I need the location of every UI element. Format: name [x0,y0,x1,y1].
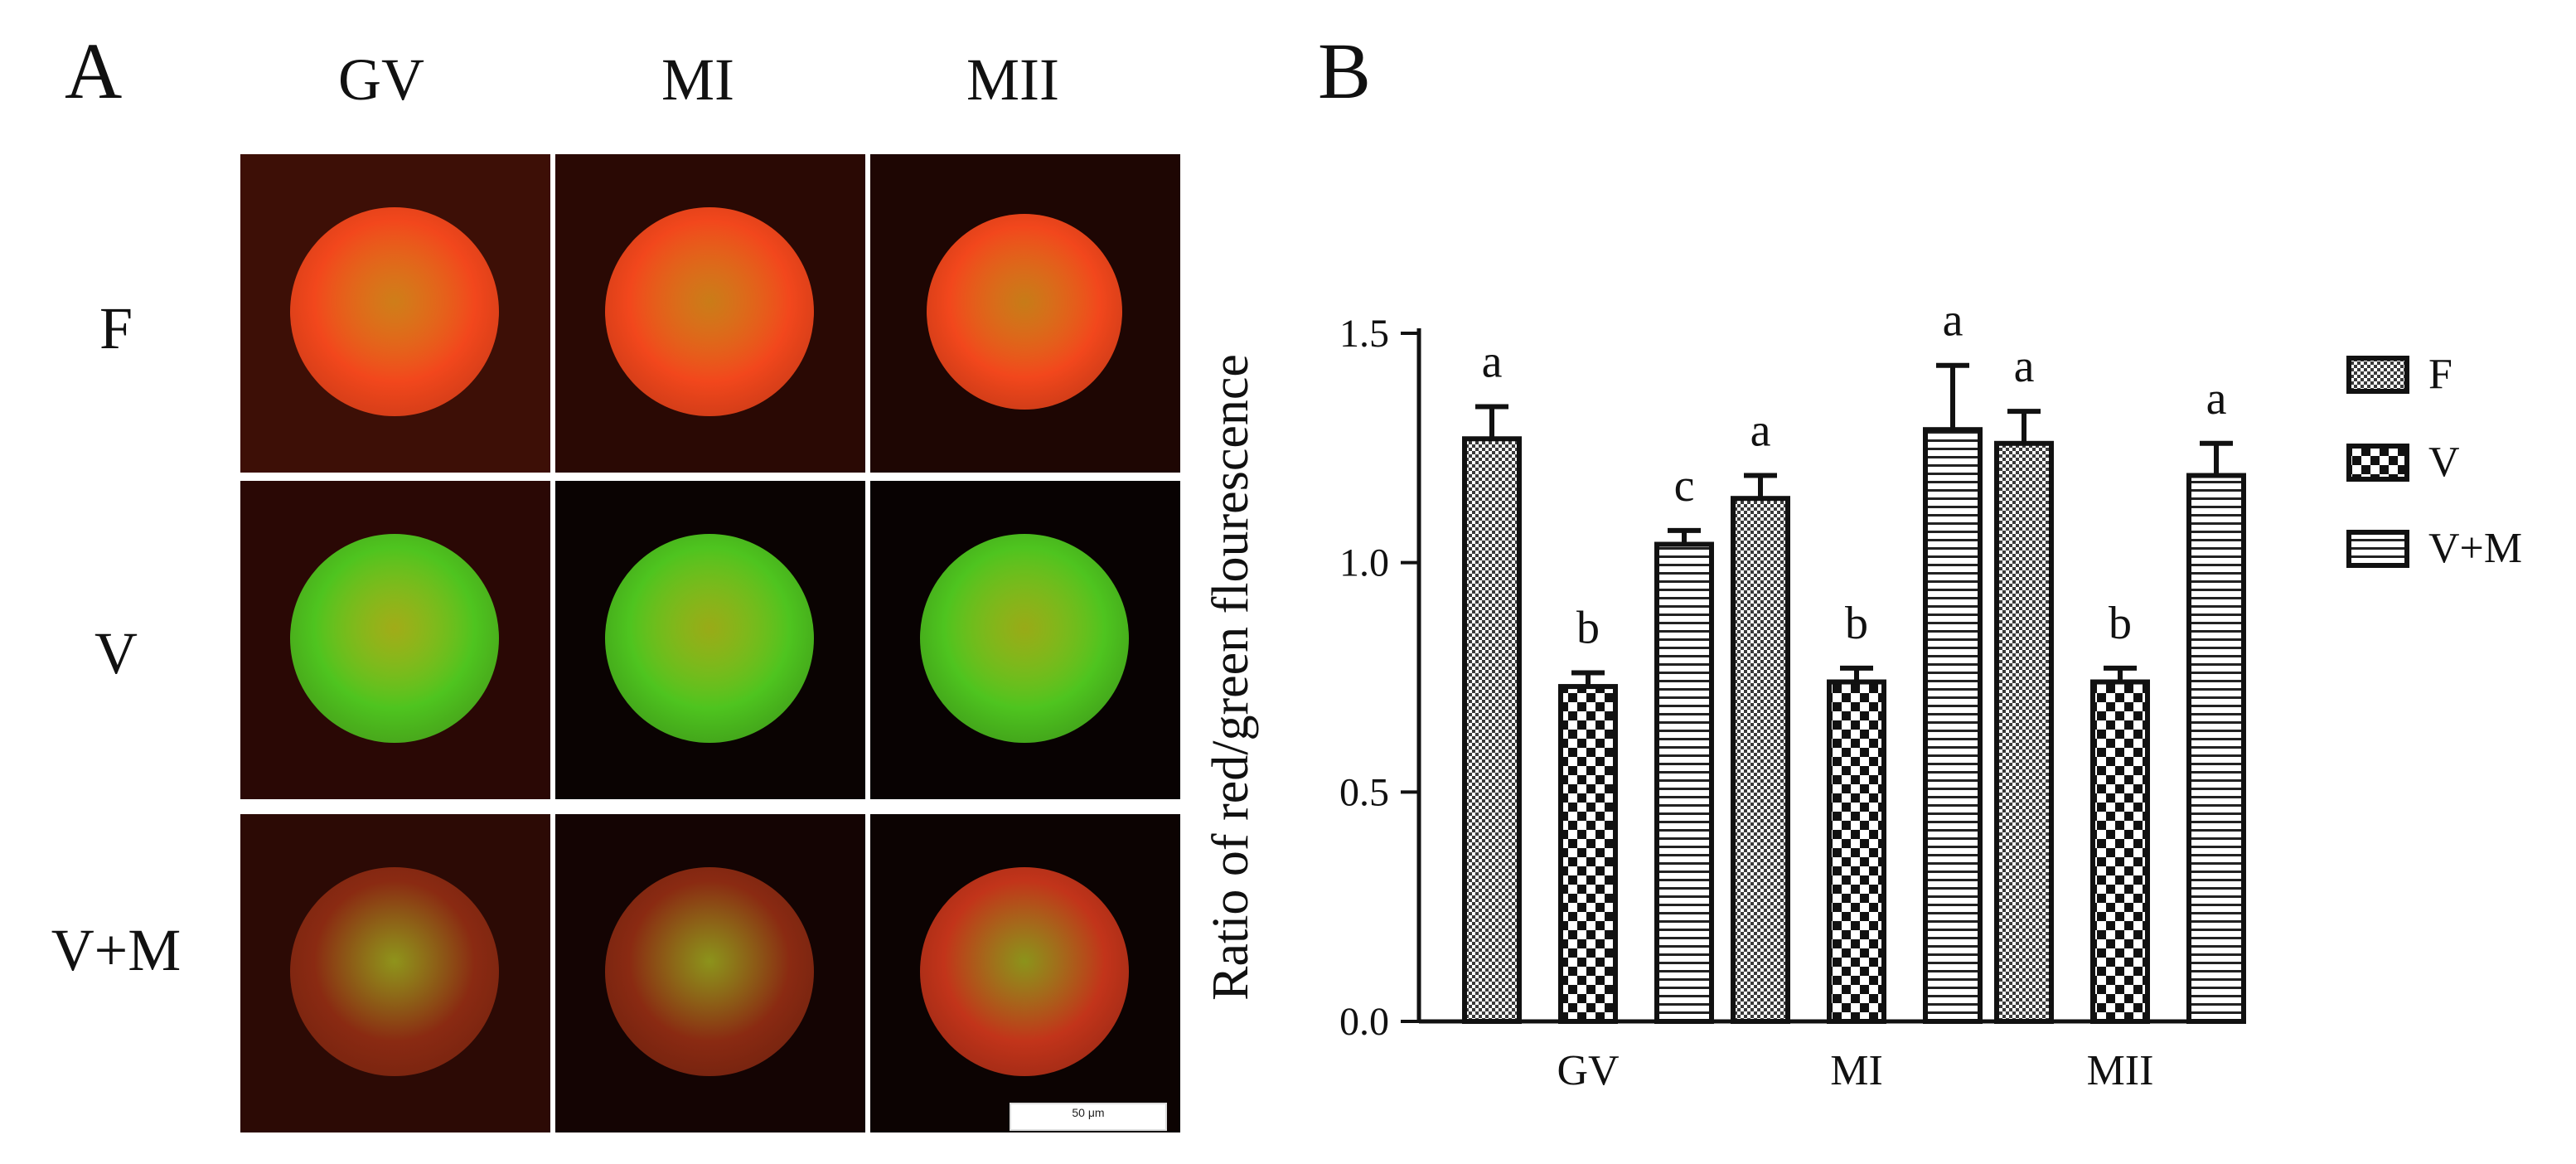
legend-swatch-v [2346,444,2409,482]
scale-bar: 50 μm [1010,1103,1167,1131]
micrograph-vm-gv [240,814,550,1132]
micrograph-f-gv [240,154,550,473]
legend-swatch-f [2346,356,2409,394]
bar-v-mii [2090,679,2150,1024]
bar-v-gv [1558,684,1618,1024]
legend-label-vm: V+M [2428,525,2522,572]
x-tick-label-mii: MII [2087,1047,2154,1094]
significance-letter: a [2206,373,2227,424]
bar-f-mi [1731,496,1790,1024]
scale-bar-label: 50 μm [1072,1106,1105,1119]
bar-vm-gv [1654,541,1714,1024]
micrograph-vm-mi [555,814,865,1132]
y-axis-label: Ratio of red/green flourescence [1203,354,1259,1001]
significance-letter: b [2109,598,2132,649]
x-tick-label-mi: MI [1830,1047,1883,1094]
legend-label-f: F [2428,351,2453,398]
significance-letter: a [1943,295,1963,347]
micrograph-f-mi [555,154,865,473]
bar-f-mii [1994,440,2054,1024]
micrograph-v-mii [870,481,1180,799]
y-tick-label: 1.0 [1339,541,1389,585]
panel-a-letter: A [65,27,123,115]
bar-v-mi [1827,679,1886,1024]
significance-letter: a [1482,337,1503,388]
micrograph-f-mii [870,154,1180,473]
bar-vm-mi [1923,427,1983,1024]
bar-f-gv [1462,436,1522,1024]
y-tick-label: 0.5 [1339,770,1389,814]
column-label-gv: GV [338,46,424,113]
column-label-mi: MI [661,46,734,113]
row-label-f: F [99,295,133,361]
row-label-v: V [94,620,138,686]
y-tick-label: 0.0 [1339,1000,1389,1044]
row-label-vm: V+M [51,917,182,983]
legend-label-v: V [2428,439,2460,486]
significance-letter: a [1750,405,1771,457]
significance-letter: b [1576,602,1600,653]
micrograph-v-gv [240,481,550,799]
significance-letter: c [1674,460,1695,512]
micrograph-v-mi [555,481,865,799]
bar-vm-mii [2186,473,2246,1024]
legend-swatch-vm [2346,530,2409,568]
significance-letter: a [2014,341,2035,392]
column-label-mii: MII [966,46,1059,113]
panel-b-letter: B [1318,27,1372,115]
micrograph-vm-mii [870,814,1180,1132]
y-tick-label: 1.5 [1339,312,1389,356]
x-tick-label-gv: GV [1557,1047,1619,1094]
significance-letter: b [1845,598,1868,649]
